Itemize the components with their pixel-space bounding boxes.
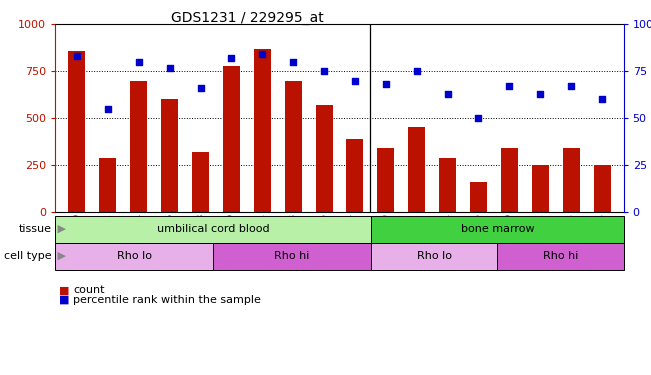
- Bar: [470, 182, 487, 212]
- Point: [597, 96, 607, 102]
- Point: [319, 68, 329, 74]
- Point: [350, 78, 360, 84]
- Text: tissue: tissue: [19, 224, 52, 234]
- Text: GDS1231 / 229295_at: GDS1231 / 229295_at: [171, 11, 324, 25]
- Bar: [130, 81, 147, 212]
- Bar: [192, 152, 209, 212]
- Text: ▶: ▶: [54, 251, 66, 261]
- Text: bone marrow: bone marrow: [460, 224, 534, 234]
- Bar: [346, 139, 363, 212]
- Bar: [371, 216, 624, 243]
- Point: [381, 81, 391, 87]
- Bar: [594, 165, 611, 212]
- Point: [103, 106, 113, 112]
- Bar: [497, 243, 624, 270]
- Bar: [316, 105, 333, 212]
- Text: ▶: ▶: [54, 224, 66, 234]
- Text: Rho hi: Rho hi: [275, 251, 310, 261]
- Bar: [161, 99, 178, 212]
- Bar: [100, 158, 117, 212]
- Point: [443, 91, 453, 97]
- Bar: [55, 243, 213, 270]
- Point: [535, 91, 546, 97]
- Text: Rho hi: Rho hi: [543, 251, 578, 261]
- Bar: [408, 127, 425, 212]
- Point: [257, 51, 268, 57]
- Point: [165, 64, 175, 70]
- Bar: [439, 158, 456, 212]
- Text: cell type: cell type: [5, 251, 52, 261]
- Bar: [223, 66, 240, 212]
- Point: [288, 59, 298, 65]
- Point: [504, 83, 514, 89]
- Bar: [378, 148, 395, 212]
- Point: [133, 59, 144, 65]
- Bar: [284, 81, 301, 212]
- Text: Rho lo: Rho lo: [117, 251, 152, 261]
- Bar: [532, 165, 549, 212]
- Text: umbilical cord blood: umbilical cord blood: [157, 224, 270, 234]
- Bar: [562, 148, 579, 212]
- Text: Rho lo: Rho lo: [417, 251, 452, 261]
- Bar: [55, 216, 371, 243]
- Text: ■: ■: [59, 295, 69, 304]
- Text: ■: ■: [59, 285, 69, 295]
- Text: count: count: [73, 285, 104, 295]
- Point: [473, 115, 484, 121]
- Bar: [371, 243, 497, 270]
- Bar: [68, 51, 85, 212]
- Point: [195, 85, 206, 91]
- Bar: [501, 148, 518, 212]
- Point: [566, 83, 576, 89]
- Bar: [213, 243, 371, 270]
- Text: percentile rank within the sample: percentile rank within the sample: [73, 295, 261, 304]
- Point: [72, 53, 82, 59]
- Point: [226, 55, 236, 61]
- Point: [411, 68, 422, 74]
- Bar: [254, 49, 271, 212]
